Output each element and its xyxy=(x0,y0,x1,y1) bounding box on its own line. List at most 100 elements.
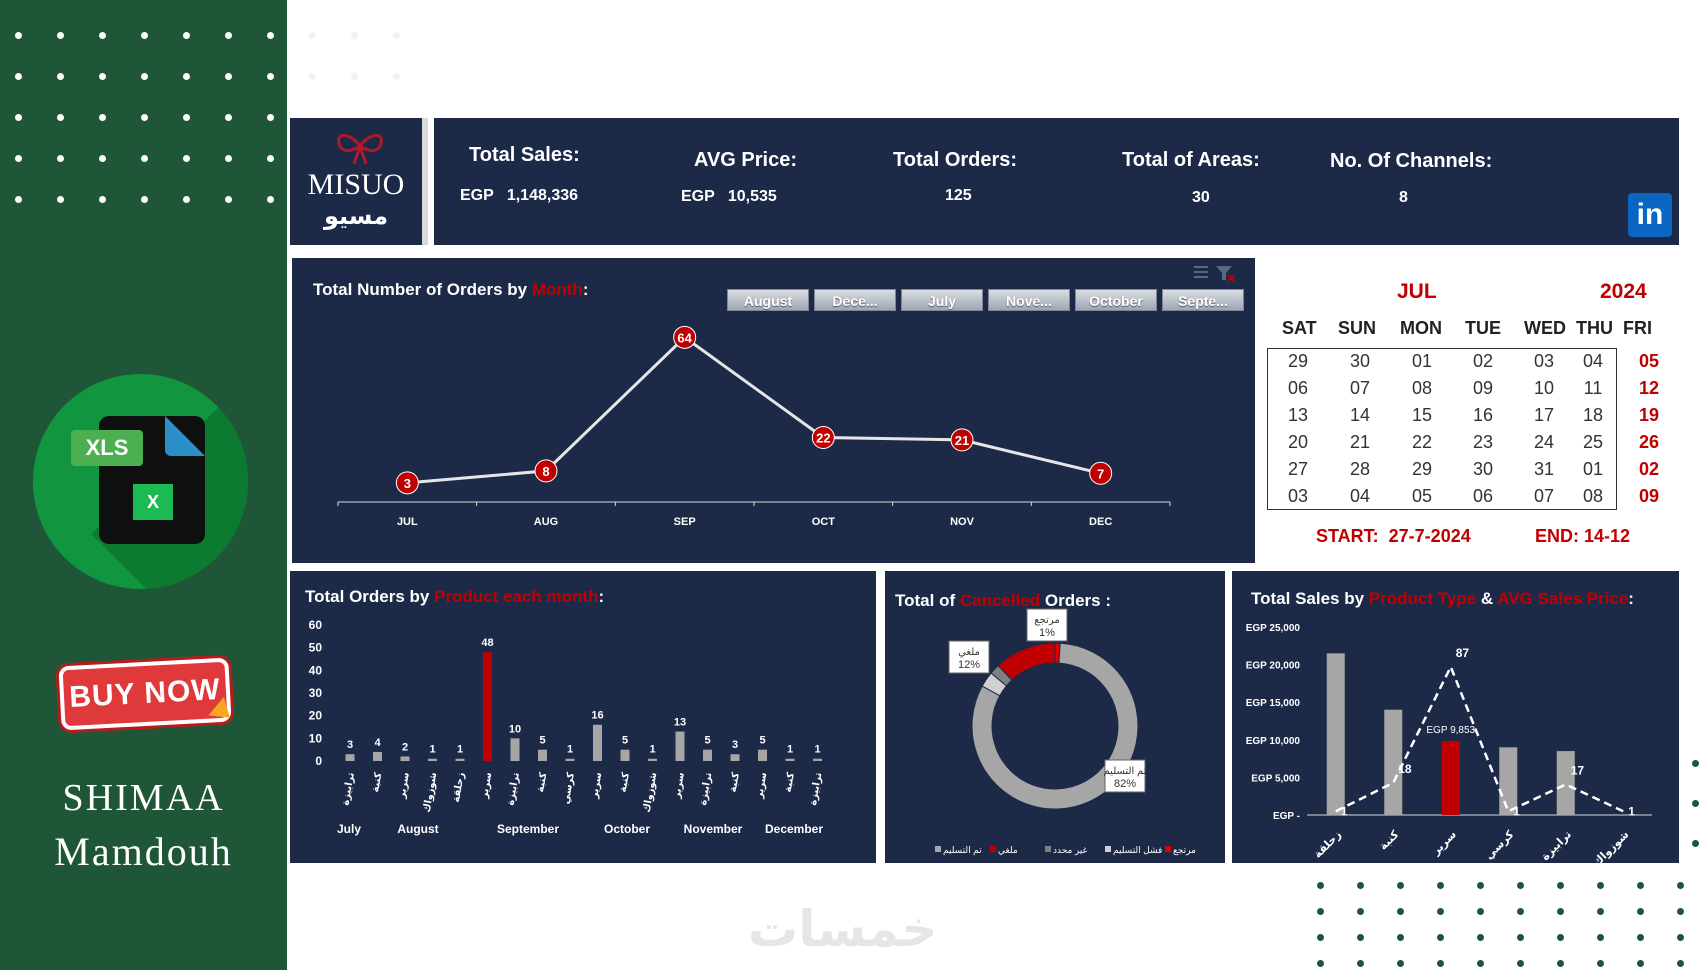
calendar-date[interactable]: 24 xyxy=(1533,432,1555,452)
calendar-date[interactable]: 08 xyxy=(1582,486,1604,506)
calendar-date[interactable]: 25 xyxy=(1582,432,1604,452)
month-group-label: July xyxy=(337,822,361,836)
calendar-date[interactable]: 01 xyxy=(1582,459,1604,479)
callout-box xyxy=(1104,759,1146,793)
calendar-date[interactable]: 08 xyxy=(1411,378,1433,398)
decor-dot xyxy=(1517,960,1524,967)
decor-dot xyxy=(141,73,148,80)
bar xyxy=(1556,751,1575,815)
decor-dot xyxy=(1317,934,1324,941)
calendar-date[interactable]: 03 xyxy=(1287,486,1309,506)
calendar-date[interactable]: 04 xyxy=(1582,351,1604,371)
slicer-item[interactable]: August xyxy=(727,289,809,311)
calendar-date[interactable]: 26 xyxy=(1638,432,1660,452)
calendar-date[interactable]: 23 xyxy=(1472,432,1494,452)
decor-dot xyxy=(99,196,106,203)
calendar-date[interactable]: 27 xyxy=(1287,459,1309,479)
data-label: 3 xyxy=(404,476,411,491)
linkedin-icon[interactable]: in xyxy=(1628,193,1672,237)
decor-dot xyxy=(267,155,274,162)
calendar-date[interactable]: 11 xyxy=(1583,378,1603,398)
data-label: 1 xyxy=(814,744,820,756)
calendar-date[interactable]: 02 xyxy=(1472,351,1494,371)
orders-by-month-chart: 3 JUL 8 AUG 64 SEP 22 OCT 21 NOV 7 DEC xyxy=(337,325,1171,528)
calendar-date[interactable]: 12 xyxy=(1638,378,1660,398)
decor-dot xyxy=(1477,960,1484,967)
calendar-date[interactable]: 21 xyxy=(1349,432,1371,452)
calendar-date[interactable]: 29 xyxy=(1287,351,1309,371)
calendar-date[interactable]: 29 xyxy=(1411,459,1433,479)
calendar-date[interactable]: 03 xyxy=(1533,351,1555,371)
orders-by-product-title: Total Orders by Product each month: xyxy=(305,587,605,606)
ribbon-icon xyxy=(337,134,383,165)
author-last-name: Mamdouh xyxy=(54,829,233,874)
slice-value: 82% xyxy=(1114,778,1136,790)
slicer-item[interactable]: Septe... xyxy=(1162,289,1244,311)
calendar-date[interactable]: 07 xyxy=(1533,486,1555,506)
calendar-date[interactable]: 30 xyxy=(1349,351,1371,371)
clear-filter-icon[interactable] xyxy=(1216,266,1235,282)
calendar-date[interactable]: 02 xyxy=(1638,459,1660,479)
decor-dot xyxy=(57,155,64,162)
calendar-date[interactable]: 15 xyxy=(1411,405,1433,425)
calendar-date[interactable]: 31 xyxy=(1533,459,1555,479)
calendar-date[interactable]: 10 xyxy=(1533,378,1555,398)
decor-dot xyxy=(15,196,22,203)
data-point xyxy=(811,426,835,450)
kpi-avg-price-value: EGP 10,535 xyxy=(681,188,777,205)
decor-dot xyxy=(225,32,232,39)
calendar-date[interactable]: 04 xyxy=(1349,486,1371,506)
calendar-date[interactable]: 06 xyxy=(1287,378,1309,398)
calendar-date[interactable]: 05 xyxy=(1638,351,1660,371)
calendar-date[interactable]: 17 xyxy=(1533,405,1555,425)
calendar-date[interactable]: 19 xyxy=(1638,405,1660,425)
decor-dot xyxy=(1397,882,1404,889)
x-tick-label: كرسي xyxy=(1483,828,1517,862)
decor-dot xyxy=(225,114,232,121)
slicer-item[interactable]: Dece... xyxy=(814,289,896,311)
calendar-date[interactable]: 20 xyxy=(1287,432,1309,452)
x-tick-label: كنبة xyxy=(1377,828,1402,853)
calendar-date[interactable]: 22 xyxy=(1411,432,1433,452)
slicer-item[interactable]: July xyxy=(901,289,983,311)
x-tick-label: ترابيزة xyxy=(698,771,715,806)
slicer-item[interactable]: Nove... xyxy=(988,289,1070,311)
calendar-date[interactable]: 07 xyxy=(1349,378,1371,398)
calendar-date[interactable]: 30 xyxy=(1472,459,1494,479)
donut-slice xyxy=(971,642,1139,810)
calendar-date[interactable]: 16 xyxy=(1472,405,1494,425)
calendar-date[interactable]: 14 xyxy=(1349,405,1371,425)
decor-dot xyxy=(1517,908,1524,915)
data-point xyxy=(1089,461,1113,485)
legend-swatch xyxy=(990,846,996,852)
calendar-date[interactable]: 05 xyxy=(1411,486,1433,506)
decor-dot xyxy=(99,32,106,39)
calendar-date[interactable]: 01 xyxy=(1411,351,1433,371)
callout-box xyxy=(948,640,990,674)
logo-arabic-text: مسيو xyxy=(323,203,389,230)
bar xyxy=(400,756,410,761)
decor-dot xyxy=(225,196,232,203)
decor-dot xyxy=(1397,934,1404,941)
buy-now-button[interactable]: BUY NOW xyxy=(58,657,232,731)
bar xyxy=(345,754,355,761)
y-tick-label: 50 xyxy=(309,641,323,655)
calendar-date[interactable]: 06 xyxy=(1472,486,1494,506)
decor-dot xyxy=(1597,908,1604,915)
x-tick-label: شوزواك xyxy=(1591,829,1631,863)
y-tick-label: 0 xyxy=(315,754,322,768)
calendar-date[interactable]: 09 xyxy=(1472,378,1494,398)
multi-select-icon[interactable] xyxy=(1194,266,1208,278)
kpi-channels-value: 8 xyxy=(1399,189,1408,206)
calendar-date[interactable]: 13 xyxy=(1287,405,1309,425)
y-tick-label: EGP 25,000 xyxy=(1246,623,1301,634)
calendar-weekday: SAT xyxy=(1282,318,1317,338)
slicer-item[interactable]: October xyxy=(1075,289,1157,311)
calendar-date[interactable]: 18 xyxy=(1582,405,1604,425)
slicer-filter-icons xyxy=(1194,266,1235,282)
calendar-date[interactable]: 09 xyxy=(1638,486,1660,506)
bar xyxy=(510,738,520,761)
calendar-date[interactable]: 28 xyxy=(1349,459,1371,479)
kpi-total-orders-label: Total Orders: xyxy=(893,149,1018,171)
